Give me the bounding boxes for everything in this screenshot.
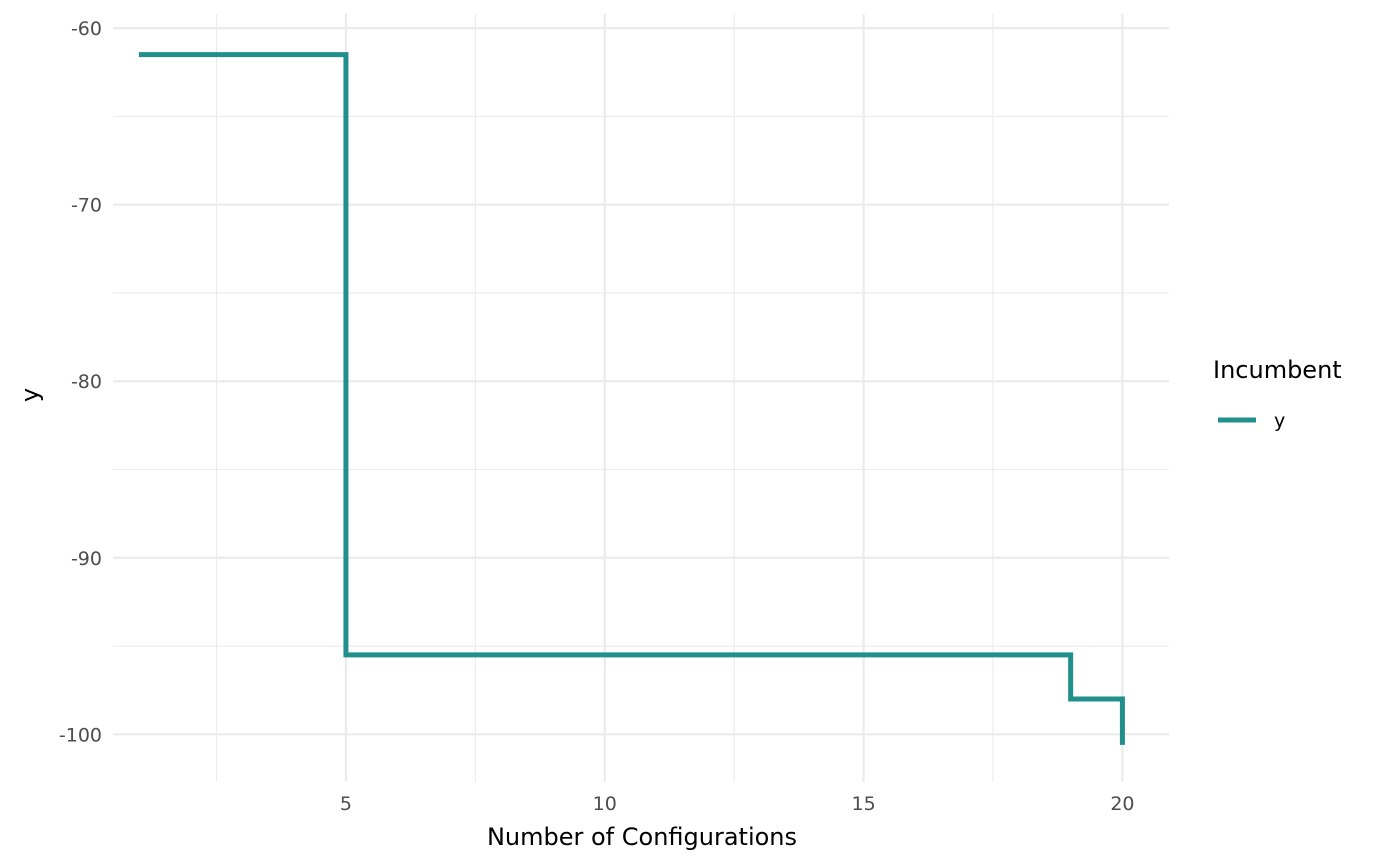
x-axis-tick-labels: 5 10 15 20: [340, 793, 1135, 815]
x-tick-label: 20: [1110, 793, 1134, 815]
y-tick-label: -90: [71, 548, 102, 570]
y-tick-label: -70: [71, 195, 102, 217]
legend: Incumbent y: [1213, 356, 1342, 432]
legend-label-y: y: [1274, 410, 1285, 432]
minor-gridlines: [113, 14, 1169, 782]
series-line-y: [138, 52, 1125, 745]
y-axis-tick-labels: -60 -70 -80 -90 -100: [59, 18, 102, 746]
y-tick-label: -100: [59, 724, 102, 746]
legend-title: Incumbent: [1213, 356, 1342, 384]
x-axis-title: Number of Configurations: [487, 823, 797, 851]
major-gridlines: [113, 14, 1169, 782]
x-tick-label: 10: [593, 793, 617, 815]
x-tick-label: 5: [340, 793, 352, 815]
y-tick-label: -80: [71, 371, 102, 393]
y-axis-title: y: [16, 388, 44, 402]
y-tick-label: -60: [71, 18, 102, 40]
series-layer: [138, 52, 1125, 745]
x-tick-label: 15: [851, 793, 875, 815]
